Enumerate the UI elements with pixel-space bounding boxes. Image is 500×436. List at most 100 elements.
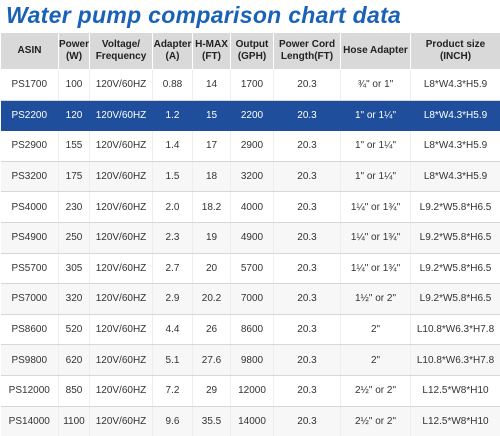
header-cell: Hose Adapter — [340, 32, 411, 70]
table-cell: L9.2*W5.8*H6.5 — [410, 222, 500, 254]
table-cell: 7.2 — [152, 375, 193, 407]
table-cell: 2200 — [230, 100, 274, 132]
table-cell: 7000 — [230, 283, 274, 315]
table-cell: PS2200 — [0, 100, 59, 132]
table-cell: PS3200 — [0, 161, 59, 193]
table-cell: 9800 — [230, 344, 274, 376]
table-cell: 2900 — [230, 130, 274, 162]
table-cell: 120V/60HZ — [89, 375, 153, 407]
table-cell: 250 — [58, 222, 90, 254]
table-cell: 14 — [192, 69, 231, 101]
table-cell: 4.4 — [152, 314, 193, 346]
table-header: ASIN Power (W) Voltage/ Frequency Adapter (… — [0, 32, 500, 70]
table-cell: 12000 — [230, 375, 274, 407]
table-cell: L8*W4.3*H5.9 — [410, 69, 500, 101]
table-row: PS2200 120 120V/60HZ 1.2 15 2200 20.3 1" or 1¼"… — [0, 100, 500, 132]
table-cell: 120V/60HZ — [89, 130, 153, 162]
table-row: PS3200 175 120V/60HZ 1.5 18 3200 20.3 1" or 1¼"… — [0, 161, 500, 193]
table-cell: PS8600 — [0, 314, 59, 346]
table-cell: 20.3 — [273, 314, 341, 346]
table-cell: 20.3 — [273, 375, 341, 407]
table-cell: 2½" or 2" — [340, 375, 411, 407]
table-cell: 35.5 — [192, 406, 231, 436]
table-row: PS4000 230 120V/60HZ 2.0 18.2 4000 20.3 1¼" or … — [0, 191, 500, 223]
header-cell: Power Cord Length(FT) — [273, 32, 341, 70]
table-cell: 1¼" or 1¾" — [340, 191, 411, 223]
table-row: PS8600 520 120V/60HZ 4.4 26 8600 20.3 2" L10.8*W… — [0, 314, 500, 346]
table-cell: PS4900 — [0, 222, 59, 254]
table-cell: 120V/60HZ — [89, 161, 153, 193]
table-cell: 18 — [192, 161, 231, 193]
table-cell: 120V/60HZ — [89, 69, 153, 101]
table-cell: PS12000 — [0, 375, 59, 407]
table-cell: 2" — [340, 314, 411, 346]
table-cell: 120V/60HZ — [89, 191, 153, 223]
table-row: PS12000 850 120V/60HZ 7.2 29 12000 20.3 2½" or … — [0, 375, 500, 407]
table-cell: 3200 — [230, 161, 274, 193]
table-cell: 2.7 — [152, 253, 193, 285]
table-row: PS7000 320 120V/60HZ 2.9 20.2 7000 20.3 1½" or … — [0, 283, 500, 315]
table-cell: PS9800 — [0, 344, 59, 376]
table-cell: 20.3 — [273, 191, 341, 223]
table-cell: 120V/60HZ — [89, 344, 153, 376]
table-cell: 15 — [192, 100, 231, 132]
table-cell: 1" or 1¼" — [340, 161, 411, 193]
table-cell: 1¼" or 1¾" — [340, 222, 411, 254]
table-cell: 20.3 — [273, 100, 341, 132]
table-cell: 0.88 — [152, 69, 193, 101]
table-cell: 120V/60HZ — [89, 222, 153, 254]
table-cell: 20 — [192, 253, 231, 285]
header-cell: Voltage/ Frequency — [89, 32, 153, 70]
table-cell: 26 — [192, 314, 231, 346]
table-cell: 320 — [58, 283, 90, 315]
table-row: PS4900 250 120V/60HZ 2.3 19 4900 20.3 1¼" or 1¾… — [0, 222, 500, 254]
table-cell: 2.9 — [152, 283, 193, 315]
table-cell: 1.5 — [152, 161, 193, 193]
table-cell: L9.2*W5.8*H6.5 — [410, 283, 500, 315]
table-cell: PS4000 — [0, 191, 59, 223]
table-cell: 4900 — [230, 222, 274, 254]
table-cell: PS5700 — [0, 253, 59, 285]
table-cell: 120V/60HZ — [89, 406, 153, 436]
table-cell: 120V/60HZ — [89, 253, 153, 285]
table-cell: 20.3 — [273, 161, 341, 193]
table-cell: 20.3 — [273, 283, 341, 315]
table-cell: 18.2 — [192, 191, 231, 223]
table-cell: L9.2*W5.8*H6.5 — [410, 253, 500, 285]
table-cell: 17 — [192, 130, 231, 162]
table-cell: 1" or 1¼" — [340, 100, 411, 132]
table-cell: 14000 — [230, 406, 274, 436]
table-cell: 120 — [58, 100, 90, 132]
table-cell: L10.8*W6.3*H7.8 — [410, 344, 500, 376]
table-cell: 2" — [340, 344, 411, 376]
header-cell: H-MAX (FT) — [192, 32, 231, 70]
table-cell: PS1700 — [0, 69, 59, 101]
table-cell: 620 — [58, 344, 90, 376]
table-cell: 1" or 1¼" — [340, 130, 411, 162]
table-cell: 20.3 — [273, 69, 341, 101]
table-cell: 305 — [58, 253, 90, 285]
table-cell: 850 — [58, 375, 90, 407]
table-cell: L8*W4.3*H5.9 — [410, 130, 500, 162]
table-cell: 20.3 — [273, 253, 341, 285]
table-cell: 1.4 — [152, 130, 193, 162]
table-cell: 20.3 — [273, 222, 341, 254]
table-cell: L12.5*W8*H10 — [410, 406, 500, 436]
table-cell: L8*W4.3*H5.9 — [410, 100, 500, 132]
table-cell: L12.5*W8*H10 — [410, 375, 500, 407]
table-cell: 8600 — [230, 314, 274, 346]
table-row: PS1700 100 120V/60HZ 0.88 14 1700 20.3 ¾" or 1"… — [0, 69, 500, 101]
table-cell: 4000 — [230, 191, 274, 223]
table-cell: 2½" or 2" — [340, 406, 411, 436]
table-cell: 20.3 — [273, 406, 341, 436]
table-cell: 1.2 — [152, 100, 193, 132]
table-cell: 175 — [58, 161, 90, 193]
table-cell: 19 — [192, 222, 231, 254]
table-cell: 5700 — [230, 253, 274, 285]
header-cell: Product size (INCH) — [410, 32, 500, 70]
table-cell: 5.1 — [152, 344, 193, 376]
table-cell: 20.3 — [273, 344, 341, 376]
table-cell: L8*W4.3*H5.9 — [410, 161, 500, 193]
table-row: PS14000 1100 120V/60HZ 9.6 35.5 14000 20.3 2½" … — [0, 406, 500, 436]
table-cell: 27.6 — [192, 344, 231, 376]
